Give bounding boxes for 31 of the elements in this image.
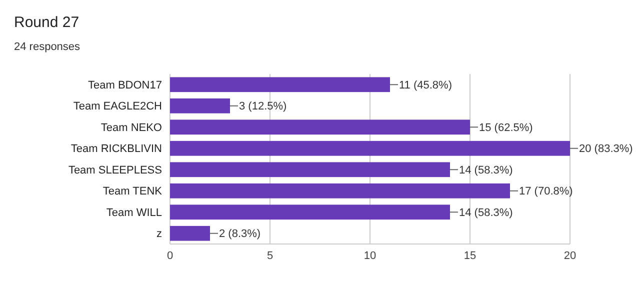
bar	[170, 140, 570, 156]
y-tick-label: Team RICKBLIVIN	[70, 143, 162, 156]
data-label: 14 (58.3%)	[459, 164, 513, 176]
y-tick-label: Team SLEEPLESS	[68, 164, 162, 176]
data-label: 20 (83.3%)	[579, 143, 633, 156]
data-label: 17 (70.8%)	[519, 186, 573, 198]
text: Round 27	[14, 14, 80, 31]
y-tick-label: Team EAGLE2CH	[73, 100, 162, 113]
bar	[170, 77, 390, 92]
x-tick-label: 10	[364, 250, 376, 262]
y-tick-label: Team WILL	[106, 206, 162, 219]
y-tick-label: Team BDON17	[88, 79, 162, 92]
bar	[170, 204, 450, 220]
y-tick-label: Team TENK	[102, 186, 163, 198]
data-label: 3 (12.5%)	[239, 100, 287, 113]
data-label: 14 (58.3%)	[459, 206, 513, 219]
bar	[170, 120, 470, 135]
x-tick-label: 5	[266, 250, 274, 262]
y-tick-label: Team NEKO	[100, 122, 162, 134]
data-label: 2 (8.3%)	[219, 228, 261, 240]
y-tick-label: z	[156, 228, 162, 240]
x-tick-label: 0	[166, 250, 174, 262]
x-tick-label: 20	[564, 250, 576, 262]
bar	[170, 98, 230, 114]
bar	[170, 183, 510, 198]
x-tick-label: 15	[464, 250, 476, 262]
data-label: 15 (62.5%)	[479, 122, 533, 134]
data-label: 11 (45.8%)	[399, 79, 452, 92]
text: 24 responses	[14, 41, 81, 53]
bar	[170, 226, 210, 241]
bar	[170, 162, 450, 178]
